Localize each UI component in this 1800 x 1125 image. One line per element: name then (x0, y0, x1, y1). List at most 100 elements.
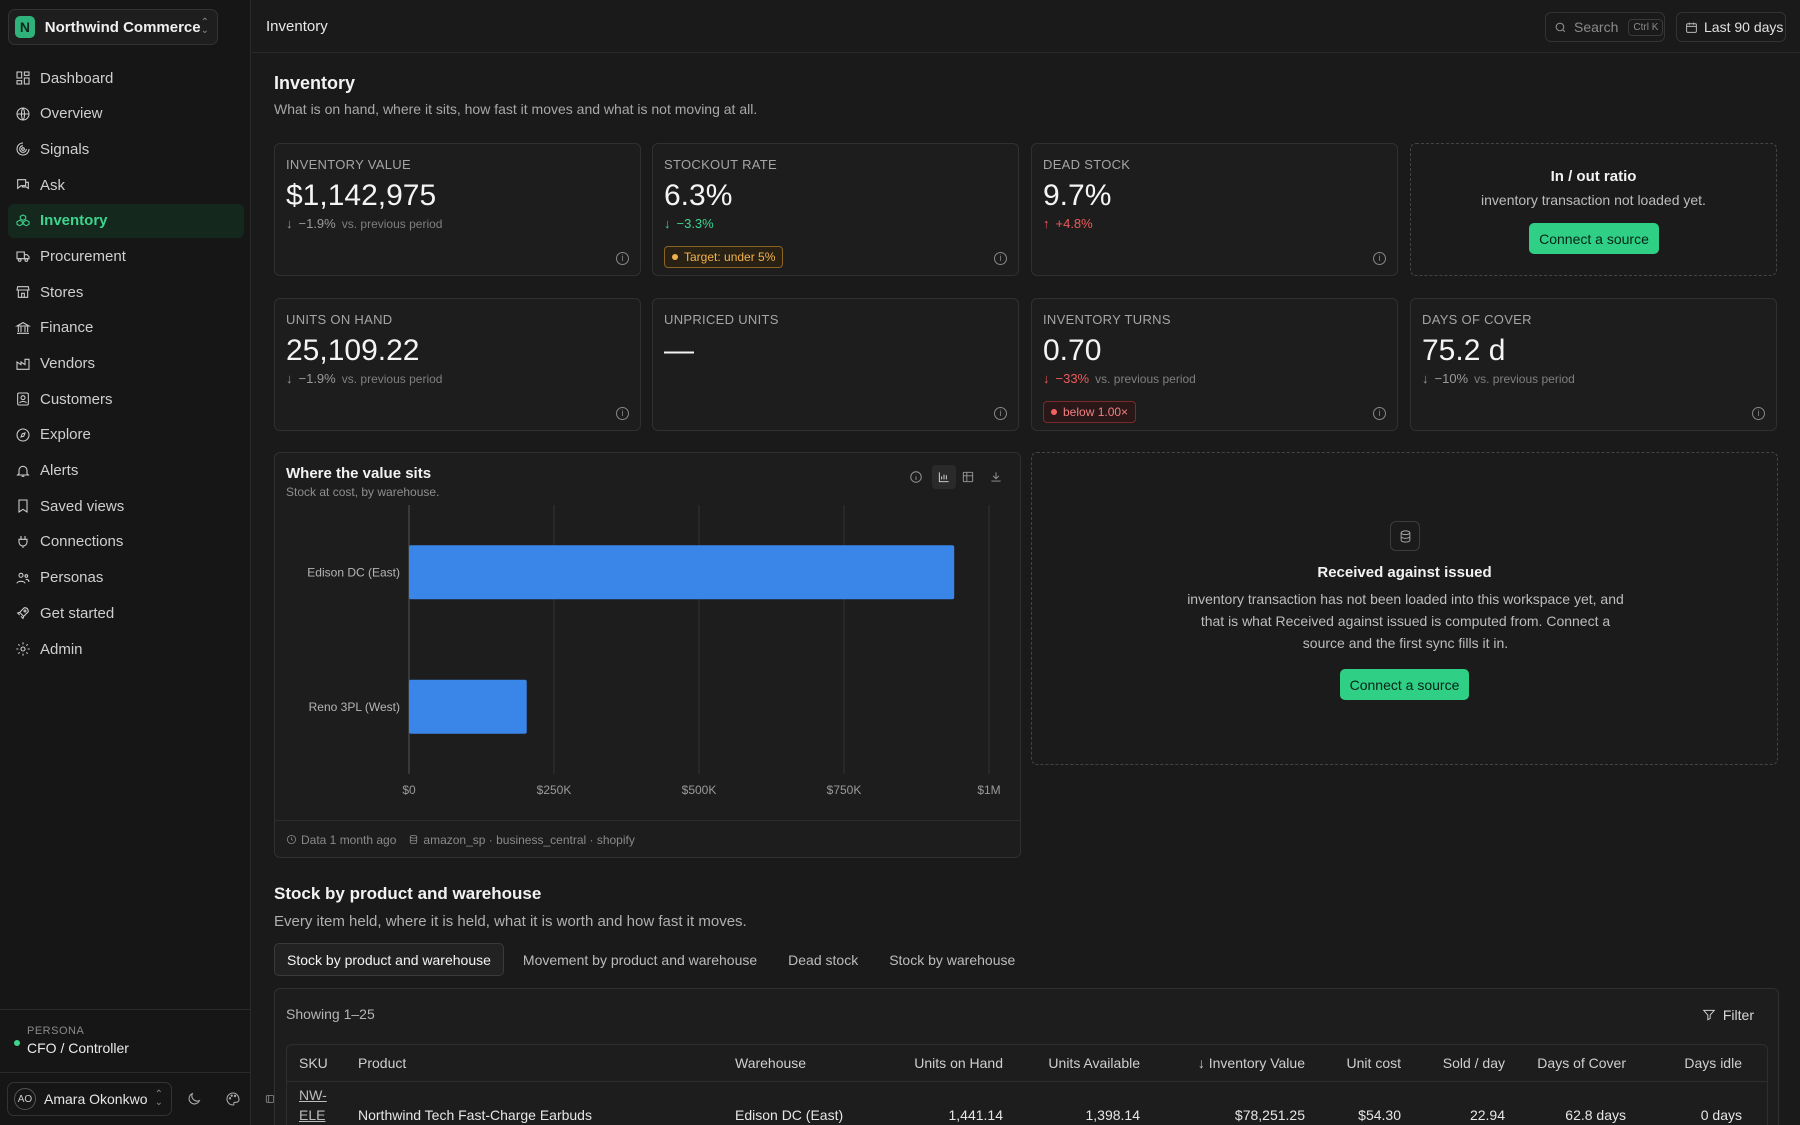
sidebar-item-explore[interactable]: Explore (8, 418, 244, 452)
info-icon[interactable]: i (1373, 407, 1386, 420)
arrow-down-icon: ↓ (1043, 371, 1050, 386)
chart-footer: Data 1 month ago amazon_sp · business_ce… (275, 820, 1020, 858)
stock-table-card: Showing 1–25 Filter SKU Product Warehous… (274, 988, 1779, 1125)
bar-reno-3pl-west[interactable] (409, 679, 527, 734)
database-icon (410, 834, 418, 845)
org-name: Northwind Commerce (44, 18, 201, 36)
sidebar-item-inventory[interactable]: Inventory (8, 203, 244, 238)
data-sources: amazon_sp · business_central · shopify (423, 832, 635, 847)
column-header-days-idle[interactable]: Days idle (1684, 1055, 1742, 1071)
connect-source-button[interactable]: Connect a source (1340, 669, 1469, 700)
column-header-units-available[interactable]: Units Available (1048, 1055, 1140, 1071)
cell-days-idle: 0 days (1700, 1107, 1742, 1123)
sidebar-item-customers[interactable]: Customers (8, 382, 244, 416)
info-icon[interactable]: i (616, 252, 629, 265)
kpi-label: DEAD STOCK (1043, 157, 1131, 172)
palette-icon[interactable] (220, 1086, 246, 1112)
store-icon (16, 286, 30, 298)
kpi-value: 0.70 (1043, 334, 1102, 367)
chart-view-icon[interactable] (932, 465, 956, 489)
empty-kpi-text: inventory transaction not loaded yet. (1481, 192, 1706, 208)
column-header-sku[interactable]: SKU (299, 1055, 328, 1071)
sidebar-item-label: Procurement (40, 247, 126, 265)
kpi-label: UNPRICED UNITS (664, 312, 779, 327)
bar-edison-dc-east[interactable] (409, 545, 955, 600)
persona-label: PERSONA (27, 1025, 85, 1037)
table-row[interactable]: NW-ELE- Northwind Tech Fast-Charge Earbu… (287, 1082, 1767, 1125)
user-menu[interactable]: AO Amara Okonkwo ⌃ ⌄ (7, 1082, 172, 1116)
sidebar-item-finance[interactable]: Finance (8, 311, 244, 345)
target-badge-label: Target: under 5% (684, 250, 776, 264)
sidebar-item-procurement[interactable]: Procurement (8, 239, 244, 273)
collapse-sidebar-icon[interactable] (257, 1086, 275, 1112)
tab-stock-by-product-and-warehouse[interactable]: Stock by product and warehouse (274, 943, 504, 976)
dashboard-icon (16, 71, 30, 85)
theme-toggle-moon-icon[interactable] (181, 1086, 207, 1112)
org-logo: N (15, 16, 35, 38)
kpi-delta-caption: vs. previous period (1474, 371, 1575, 386)
table-view-icon[interactable] (956, 465, 980, 489)
topbar: Inventory Search Ctrl K Last 90 days (252, 0, 1800, 53)
kpi-delta: ↓ −3.3% (664, 216, 714, 231)
info-icon[interactable] (904, 465, 928, 489)
column-header-unit-cost[interactable]: Unit cost (1346, 1055, 1401, 1071)
sidebar-item-connections[interactable]: Connections (8, 525, 244, 559)
empty-state-title: Received against issued (1317, 564, 1492, 581)
sidebar-item-saved-views[interactable]: Saved views (8, 489, 244, 523)
column-header-warehouse[interactable]: Warehouse (735, 1055, 807, 1071)
column-header-inventory-value[interactable]: ↓ Inventory Value (1140, 1055, 1305, 1071)
x-tick-label: $500K (682, 783, 717, 797)
sidebar-item-label: Explore (40, 426, 91, 444)
date-range-picker[interactable]: Last 90 days (1676, 12, 1786, 42)
filter-button[interactable]: Filter (1702, 1001, 1754, 1029)
bookmark-icon (18, 499, 28, 514)
sidebar-item-signals[interactable]: Signals (8, 132, 244, 166)
sku-link[interactable]: NW-ELE- (299, 1087, 327, 1123)
sort-desc-icon: ↓ (1197, 1055, 1205, 1071)
download-icon[interactable] (984, 465, 1008, 489)
kpi-label: INVENTORY VALUE (286, 157, 411, 172)
sidebar-item-get-started[interactable]: Get started (8, 596, 244, 630)
sidebar-item-ask[interactable]: Ask (8, 168, 244, 202)
sidebar-item-vendors[interactable]: Vendors (8, 347, 244, 381)
info-icon[interactable]: i (994, 407, 1007, 420)
kpi-value: $1,142,975 (286, 179, 437, 212)
sidebar-item-personas[interactable]: Personas (8, 561, 244, 595)
column-header-units-on-hand[interactable]: Units on Hand (914, 1055, 1003, 1071)
factory-icon (16, 358, 30, 370)
persona-panel: PERSONA CFO / Controller (0, 1009, 251, 1056)
org-switcher[interactable]: N Northwind Commerce ⌃ ⌄ (8, 9, 218, 45)
breadcrumb[interactable]: Inventory (266, 18, 328, 35)
page-title: Inventory (274, 73, 356, 93)
info-icon[interactable]: i (994, 252, 1007, 265)
boxes-icon (16, 214, 30, 227)
sidebar-item-dashboard[interactable]: Dashboard (8, 61, 244, 95)
cell-units-on-hand: 1,441.14 (948, 1107, 1004, 1123)
x-tick-label: $750K (827, 783, 862, 797)
connect-source-button[interactable]: Connect a source (1529, 223, 1659, 254)
search-icon (1555, 22, 1566, 32)
kpi-delta-value: −1.9% (298, 371, 336, 386)
tab-movement-by-product-and-warehouse[interactable]: Movement by product and warehouse (522, 951, 758, 968)
arrow-down-icon: ↓ (1422, 371, 1429, 386)
column-header-sold-per-day[interactable]: Sold / day (1442, 1055, 1505, 1071)
sidebar-item-stores[interactable]: Stores (8, 275, 244, 309)
column-header-days-of-cover[interactable]: Days of Cover (1537, 1055, 1626, 1071)
tab-dead-stock[interactable]: Dead stock (788, 951, 859, 968)
info-icon[interactable]: i (1373, 252, 1386, 265)
sidebar-item-overview[interactable]: Overview (8, 97, 244, 131)
sidebar-item-admin[interactable]: Admin (8, 632, 244, 666)
info-icon[interactable]: i (616, 407, 629, 420)
sidebar-item-alerts[interactable]: Alerts (8, 454, 244, 488)
info-icon[interactable]: i (1752, 407, 1765, 420)
warning-dot-icon (672, 254, 678, 260)
section-tabs: Stock by product and warehouse Movement … (274, 943, 1034, 976)
tab-stock-by-warehouse[interactable]: Stock by warehouse (889, 951, 1016, 968)
search-button[interactable]: Search Ctrl K (1545, 12, 1665, 42)
column-header-product[interactable]: Product (358, 1055, 407, 1071)
truck-icon (16, 251, 30, 263)
sidebar-item-label: Admin (40, 640, 83, 658)
date-range-label: Last 90 days (1704, 19, 1784, 35)
stock-table: SKU Product Warehouse Units on Hand Unit… (286, 1044, 1768, 1125)
signals-icon (16, 142, 30, 156)
